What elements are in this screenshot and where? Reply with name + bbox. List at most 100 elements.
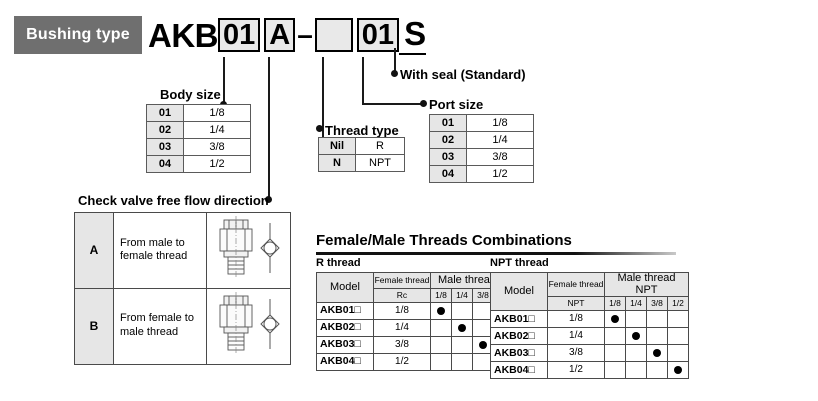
- r-thread-label: R thread: [316, 257, 361, 269]
- model-name: AKB04□: [316, 353, 374, 371]
- mark-cell: [646, 361, 668, 380]
- leader-dot-check-valve: [265, 196, 272, 203]
- leader-line-check-valve: [268, 57, 270, 200]
- table-row: 02 1/4: [429, 131, 534, 149]
- header-size: 1/8: [430, 288, 452, 303]
- mark-cell: [625, 327, 647, 346]
- mark-cell: [604, 310, 626, 329]
- npt-thread-combination-table: Model Female thread Male thread NPT NPT …: [490, 271, 689, 380]
- female-thread-size: 1/8: [547, 310, 605, 329]
- mark-cell: [604, 327, 626, 346]
- table-row: Nil R: [318, 137, 405, 155]
- caption-thread-type: Thread type: [325, 123, 399, 138]
- r-thread-combination-table: Model Female thread Male thread R Rc 1/8…: [316, 272, 515, 371]
- combinations-heading: Female/Male Threads Combinations: [316, 232, 572, 249]
- header-size: 3/8: [646, 296, 668, 312]
- mark-bullet-icon: [437, 306, 445, 315]
- mark-cell: [646, 310, 668, 329]
- leader-line-thread-type: [322, 57, 324, 139]
- leader-line-port-size-vertical: [362, 57, 364, 105]
- header-size: 1/8: [604, 296, 626, 312]
- model-box-body-size: 01: [218, 18, 261, 52]
- mark-cell: [604, 344, 626, 363]
- port-size-code: 01: [429, 114, 467, 132]
- header-female-thread-sub: Rc: [373, 288, 431, 303]
- leader-dot-thread-type: [316, 125, 323, 132]
- caption-body-size: Body size: [160, 87, 221, 102]
- header-size: 1/2: [667, 296, 689, 312]
- table-row: AKB03□ 3/8: [490, 344, 689, 363]
- thread-type-table: Nil R N NPT: [318, 137, 405, 172]
- port-size-code: 04: [429, 165, 467, 183]
- model-name: AKB01□: [316, 302, 374, 320]
- caption-port-size: Port size: [429, 97, 484, 112]
- check-valve-direction-table: A From male to female thread: [74, 212, 291, 365]
- mark-cell: [625, 361, 647, 380]
- model-name: AKB02□: [490, 327, 548, 346]
- female-thread-size: 3/8: [547, 344, 605, 363]
- mark-cell: [430, 319, 452, 337]
- mark-cell: [667, 344, 689, 363]
- table-row: AKB02□ 1/4: [316, 319, 515, 337]
- mark-cell: [625, 344, 647, 363]
- header-size: 1/4: [451, 288, 473, 303]
- mark-bullet-icon: [632, 332, 640, 340]
- caption-check-valve: Check valve free flow direction: [78, 193, 269, 208]
- model-prefix: AKB: [148, 16, 219, 54]
- mark-cell: [625, 310, 647, 329]
- check-valve-code: A: [74, 212, 114, 289]
- header-female-thread: Female thread: [547, 271, 605, 298]
- port-size-code: 02: [429, 131, 467, 149]
- model-name: AKB02□: [316, 319, 374, 337]
- mark-bullet-icon: [611, 315, 619, 323]
- female-thread-size: 3/8: [373, 336, 431, 354]
- bushing-cross-section-icon: [219, 216, 280, 278]
- leader-line-body-size: [223, 57, 225, 105]
- port-size-table: 01 1/8 02 1/4 03 3/8 04 1/2: [429, 114, 534, 183]
- header-model: Model: [490, 271, 548, 312]
- mark-bullet-icon: [479, 340, 487, 349]
- check-valve-description: From male to female thread: [113, 212, 207, 289]
- table-row: A From male to female thread: [74, 212, 291, 289]
- model-box-flow-direction: A: [264, 18, 296, 52]
- header-model: Model: [316, 272, 374, 303]
- model-name: AKB04□: [490, 361, 548, 380]
- female-thread-size: 1/8: [373, 302, 431, 320]
- mark-cell: [451, 353, 473, 371]
- body-size-value: 3/8: [183, 138, 251, 156]
- model-box-thread-type: [314, 18, 353, 52]
- header-female-thread-sub: NPT: [547, 296, 605, 312]
- mark-cell: [451, 319, 473, 337]
- table-row: AKB03□ 3/8: [316, 336, 515, 354]
- table-header-row: NPT 1/8 1/4 3/8 1/2: [491, 296, 689, 312]
- leader-dot-with-seal: [391, 70, 398, 77]
- model-seal-symbol: S: [399, 15, 427, 55]
- bushing-cross-section-icon: [219, 291, 280, 354]
- model-box-port-size: 01: [356, 18, 400, 52]
- model-name: AKB01□: [490, 310, 548, 329]
- mark-cell: [646, 344, 668, 363]
- mark-bullet-icon: [653, 349, 661, 357]
- port-size-value: 1/4: [466, 131, 534, 149]
- body-size-code: 01: [146, 104, 184, 122]
- table-row: 02 1/4: [146, 121, 251, 139]
- mark-cell: [430, 336, 452, 354]
- header-female-thread: Female thread: [373, 272, 431, 289]
- mark-cell: [451, 302, 473, 320]
- body-size-code: 03: [146, 138, 184, 156]
- female-thread-size: 1/4: [373, 319, 431, 337]
- female-thread-size: 1/4: [547, 327, 605, 346]
- mark-cell: [451, 336, 473, 354]
- npt-thread-label: NPT thread: [490, 257, 549, 269]
- table-header-row: Model Female thread Male thread NPT: [490, 271, 689, 312]
- table-row: AKB02□ 1/4: [490, 327, 689, 346]
- mark-cell: [646, 327, 668, 346]
- model-name: AKB03□: [490, 344, 548, 363]
- heading-rule: [316, 252, 676, 255]
- body-size-value: 1/8: [183, 104, 251, 122]
- caption-with-seal: With seal (Standard): [400, 67, 526, 82]
- table-row: B From female to male thread: [74, 287, 291, 365]
- female-thread-size: 1/2: [373, 353, 431, 371]
- check-valve-description: From female to male thread: [113, 287, 207, 365]
- table-row: 04 1/2: [429, 165, 534, 183]
